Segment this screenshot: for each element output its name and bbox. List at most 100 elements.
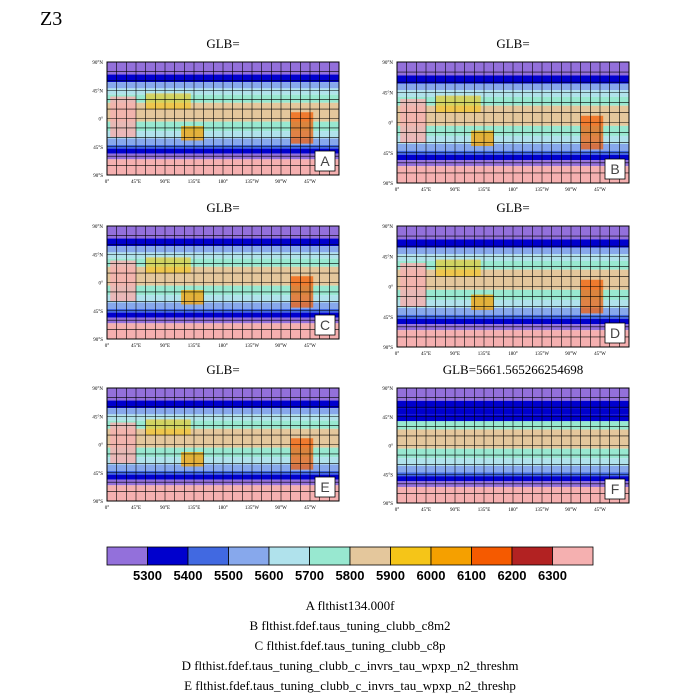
x-tick-label: 45°E <box>131 344 141 349</box>
colorbar-swatch <box>106 546 148 566</box>
x-tick-label: 135°E <box>188 344 201 349</box>
colorbar-label: 6100 <box>457 568 486 583</box>
x-tick-label: 90°E <box>450 352 460 357</box>
colorbar-swatch <box>268 546 310 566</box>
y-tick-label: 45°N <box>382 416 393 421</box>
panel-title-c: GLB= <box>206 200 239 215</box>
colorbar-label: 6000 <box>417 568 446 583</box>
panel-frame-f <box>396 387 630 504</box>
panel-letter-f: F <box>611 481 620 497</box>
x-tick-label: 135°W <box>245 344 259 349</box>
land-africa-e <box>110 422 136 464</box>
x-tick-label: 45°W <box>304 506 316 511</box>
y-tick-label: 0° <box>99 118 104 123</box>
y-tick-label: 45°S <box>93 310 103 315</box>
colorbar-label: 5900 <box>376 568 405 583</box>
panel-letter-e: E <box>320 479 329 495</box>
x-tick-label: 45°W <box>594 508 606 513</box>
x-tick-label: 45°W <box>594 188 606 193</box>
panel-letter-box-c <box>314 314 336 336</box>
x-tick-label: 45°E <box>131 506 141 511</box>
x-tick-label: 45°E <box>421 188 431 193</box>
y-tick-label: 90°N <box>382 225 393 230</box>
panel-frame-e <box>106 387 340 502</box>
land-asia-c <box>145 257 191 274</box>
colorbar-label: 5600 <box>255 568 284 583</box>
x-tick-label: 90°W <box>565 508 577 513</box>
x-tick-label: 135°E <box>478 188 491 193</box>
land-australia-e <box>181 452 204 467</box>
x-tick-label: 0° <box>395 352 400 357</box>
x-tick-label: 45°W <box>304 344 316 349</box>
colorbar-label: 5500 <box>214 568 243 583</box>
land-asia-e <box>145 419 191 436</box>
panel-title-a: GLB= <box>206 36 239 51</box>
colorbar-swatch <box>430 546 472 566</box>
panel-frame-d <box>396 225 630 348</box>
colorbar-swatch <box>390 546 432 566</box>
panel-title-b: GLB= <box>496 36 529 51</box>
land-asia-b <box>435 95 481 113</box>
land-africa-d <box>400 262 426 307</box>
land-africa-c <box>110 260 136 302</box>
panel-letter-b: B <box>610 161 619 177</box>
colorbar-swatch <box>309 546 351 566</box>
y-tick-label: 45°S <box>383 152 393 157</box>
colorbar-swatch <box>511 546 553 566</box>
caption-e: E flthist.fdef.taus_tuning_clubb_c_invrs… <box>184 678 516 693</box>
x-tick-label: 90°E <box>160 344 170 349</box>
y-tick-label: 90°S <box>93 338 103 343</box>
caption-b: B flthist.fdef.taus_tuning_clubb_c8m2 <box>249 618 451 633</box>
panel-letter-d: D <box>610 325 620 341</box>
colorbar-swatch <box>349 546 391 566</box>
x-tick-label: 135°W <box>535 508 549 513</box>
colorbar-swatch <box>147 546 189 566</box>
y-tick-label: 45°N <box>92 415 103 420</box>
x-tick-label: 135°W <box>535 188 549 193</box>
y-tick-label: 45°N <box>382 255 393 260</box>
x-tick-label: 0° <box>105 506 110 511</box>
land-australia-c <box>181 290 204 305</box>
y-tick-label: 0° <box>389 445 394 450</box>
x-tick-label: 90°W <box>275 506 287 511</box>
x-tick-label: 90°W <box>565 352 577 357</box>
caption-a: A flthist134.000f <box>305 598 395 613</box>
y-tick-label: 90°N <box>382 61 393 66</box>
x-tick-label: 90°W <box>275 344 287 349</box>
x-tick-label: 90°E <box>450 188 460 193</box>
x-tick-label: 135°W <box>245 506 259 511</box>
y-tick-label: 0° <box>99 282 104 287</box>
x-tick-label: 0° <box>105 180 110 185</box>
colorbar-label: 5400 <box>174 568 203 583</box>
panel-title-d: GLB= <box>496 200 529 215</box>
panel-letter-c: C <box>320 317 330 333</box>
x-tick-label: 90°E <box>450 508 460 513</box>
y-tick-label: 90°N <box>92 61 103 66</box>
panel-title-f: GLB=5661.565266254698 <box>443 362 584 377</box>
panel-frame-b <box>396 61 630 184</box>
colorbar-label: 5800 <box>336 568 365 583</box>
x-tick-label: 180° <box>508 188 518 193</box>
y-tick-label: 0° <box>389 286 394 291</box>
panel-letter-a: A <box>320 153 330 169</box>
y-tick-label: 90°S <box>93 174 103 179</box>
x-tick-label: 135°W <box>245 180 259 185</box>
panel-letter-box-f <box>604 478 626 500</box>
y-tick-label: 90°N <box>92 225 103 230</box>
x-tick-label: 180° <box>508 508 518 513</box>
x-tick-label: 180° <box>508 352 518 357</box>
x-tick-label: 135°E <box>478 352 491 357</box>
y-tick-label: 90°N <box>382 387 393 392</box>
x-tick-label: 90°W <box>275 180 287 185</box>
x-tick-label: 45°W <box>304 180 316 185</box>
caption-d: D flthist.fdef.taus_tuning_clubb_c_invrs… <box>181 658 519 673</box>
panel-letter-box-d <box>604 322 626 344</box>
colorbar-label: 6300 <box>538 568 567 583</box>
x-tick-label: 90°W <box>565 188 577 193</box>
y-tick-label: 90°S <box>93 500 103 505</box>
y-tick-label: 90°S <box>383 182 393 187</box>
land-australia-b <box>471 130 494 147</box>
x-tick-label: 0° <box>395 508 400 513</box>
panel-letter-box-a <box>314 150 336 172</box>
